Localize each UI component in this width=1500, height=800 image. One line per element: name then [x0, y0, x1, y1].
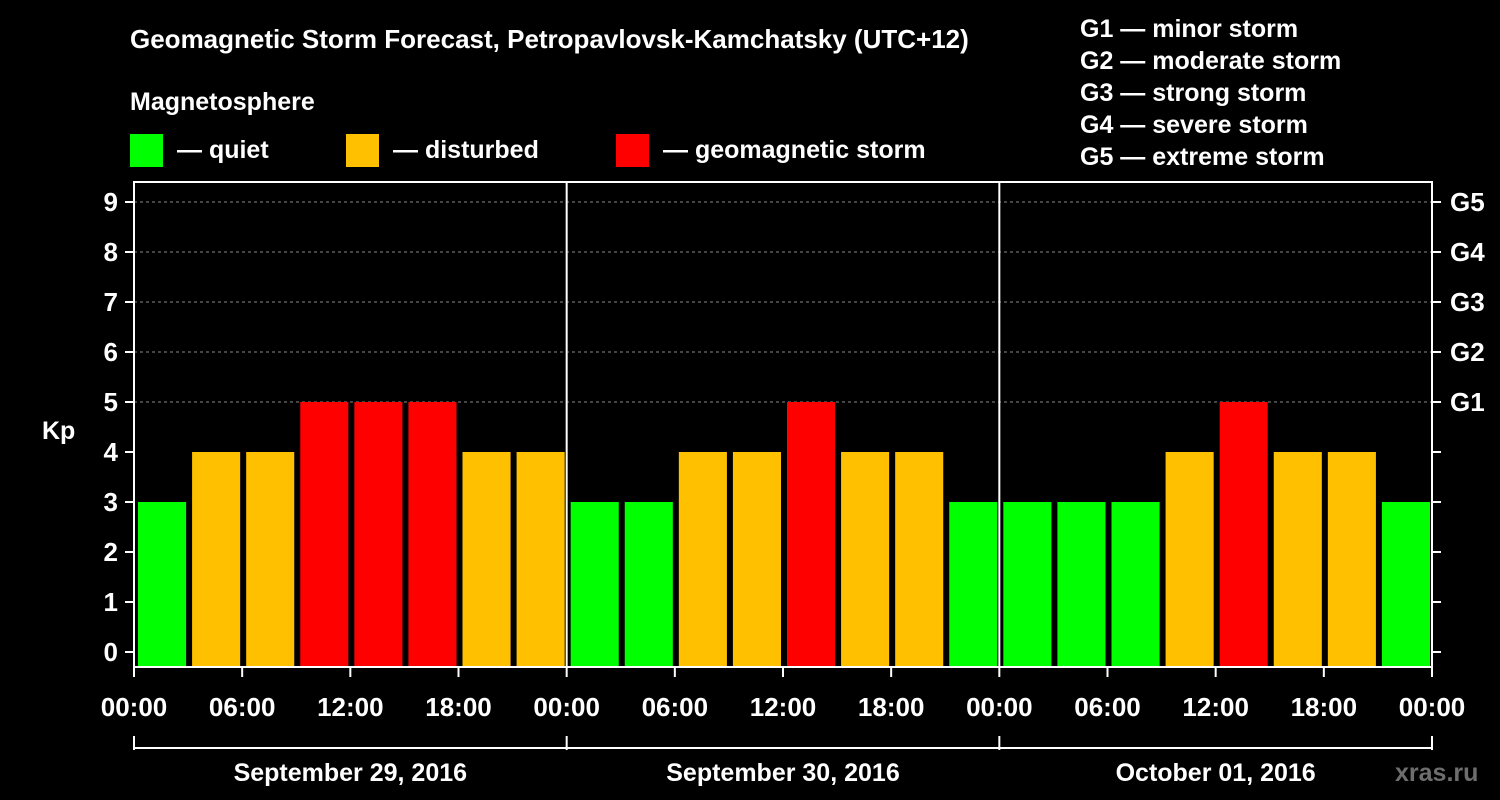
- y-tick-label: 8: [104, 237, 118, 267]
- kp-bar: [408, 402, 457, 667]
- storm-scale-item: G1 — minor storm: [1080, 15, 1298, 43]
- day-labels: September 29, 2016 September 30, 2016 Octo…: [133, 736, 1433, 787]
- day-label: September 30, 2016: [666, 759, 899, 787]
- kp-bar: [895, 452, 944, 667]
- x-tick-label: 00:00: [101, 692, 168, 722]
- legend-swatch-quiet: [130, 134, 163, 167]
- legend-label-disturbed: — disturbed: [393, 136, 539, 164]
- kp-bar: [516, 452, 565, 667]
- storm-scale-legend: G1 — minor storm G2 — moderate storm G3 — …: [1080, 15, 1341, 171]
- x-tick-label: 00:00: [1399, 692, 1466, 722]
- kp-bar: [1327, 452, 1376, 667]
- kp-bar: [841, 452, 890, 667]
- right-tick-label: G1: [1450, 387, 1485, 417]
- x-tick-label: 12:00: [317, 692, 384, 722]
- day-label: October 01, 2016: [1116, 759, 1316, 787]
- y-tick-label: 6: [104, 337, 118, 367]
- kp-bar: [787, 402, 836, 667]
- kp-bar: [192, 452, 241, 667]
- legend-label-storm: — geomagnetic storm: [663, 136, 926, 164]
- x-tick-label: 18:00: [425, 692, 492, 722]
- right-tick-label: G5: [1450, 187, 1485, 217]
- kp-bar: [732, 452, 781, 667]
- kp-bar: [949, 502, 998, 667]
- chart-title: Geomagnetic Storm Forecast, Petropavlovs…: [130, 24, 969, 54]
- kp-bar: [1111, 502, 1160, 667]
- kp-bar: [570, 502, 619, 667]
- legend-title: Magnetosphere: [130, 88, 315, 116]
- right-axis: G1 G2 G3 G4 G5: [1432, 187, 1485, 653]
- x-tick-label: 06:00: [209, 692, 276, 722]
- y-axis: 0 1 2 3 4 5 6 7 8 9: [104, 187, 134, 667]
- bars: [138, 402, 1430, 667]
- x-tick-label: 12:00: [750, 692, 817, 722]
- kp-bar: [246, 452, 295, 667]
- right-tick-label: G3: [1450, 287, 1485, 317]
- kp-bar: [1165, 452, 1214, 667]
- kp-bar: [462, 452, 511, 667]
- storm-scale-item: G2 — moderate storm: [1080, 47, 1341, 75]
- x-axis: 00:00 06:00 12:00 18:00 00:00 06:00 12:00 18:00…: [101, 667, 1466, 722]
- y-tick-label: 5: [104, 387, 118, 417]
- kp-bar: [678, 452, 727, 667]
- y-tick-label: 3: [104, 487, 118, 517]
- x-tick-label: 06:00: [642, 692, 709, 722]
- x-tick-label: 18:00: [858, 692, 925, 722]
- storm-scale-item: G3 — strong storm: [1080, 79, 1306, 107]
- kp-bar: [1381, 502, 1430, 667]
- kp-bar: [1057, 502, 1106, 667]
- legend-swatch-storm: [616, 134, 649, 167]
- kp-bar: [138, 502, 187, 667]
- kp-bar: [1273, 452, 1322, 667]
- y-tick-label: 7: [104, 287, 118, 317]
- x-tick-label: 18:00: [1291, 692, 1358, 722]
- right-tick-label: G4: [1450, 237, 1485, 267]
- y-tick-label: 0: [104, 637, 118, 667]
- storm-scale-item: G4 — severe storm: [1080, 111, 1308, 139]
- kp-bar: [354, 402, 403, 667]
- y-tick-label: 4: [104, 437, 119, 467]
- legend: — quiet — disturbed — geomagnetic storm: [130, 134, 926, 167]
- x-tick-label: 00:00: [533, 692, 600, 722]
- watermark: xras.ru: [1395, 759, 1478, 787]
- kp-bar: [624, 502, 673, 667]
- right-tick-label: G2: [1450, 337, 1485, 367]
- x-tick-label: 00:00: [966, 692, 1033, 722]
- legend-label-quiet: — quiet: [177, 136, 269, 164]
- grid: [134, 201, 1432, 403]
- y-axis-label: Kp: [42, 417, 75, 445]
- y-tick-label: 1: [104, 587, 118, 617]
- x-tick-label: 06:00: [1074, 692, 1141, 722]
- legend-swatch-disturbed: [346, 134, 379, 167]
- day-label: September 29, 2016: [234, 759, 467, 787]
- kp-bar: [1219, 402, 1268, 667]
- y-tick-label: 2: [104, 537, 118, 567]
- x-tick-label: 12:00: [1182, 692, 1249, 722]
- y-tick-label: 9: [104, 187, 118, 217]
- storm-scale-item: G5 — extreme storm: [1080, 143, 1325, 171]
- kp-bar: [300, 402, 349, 667]
- kp-bar: [1003, 502, 1052, 667]
